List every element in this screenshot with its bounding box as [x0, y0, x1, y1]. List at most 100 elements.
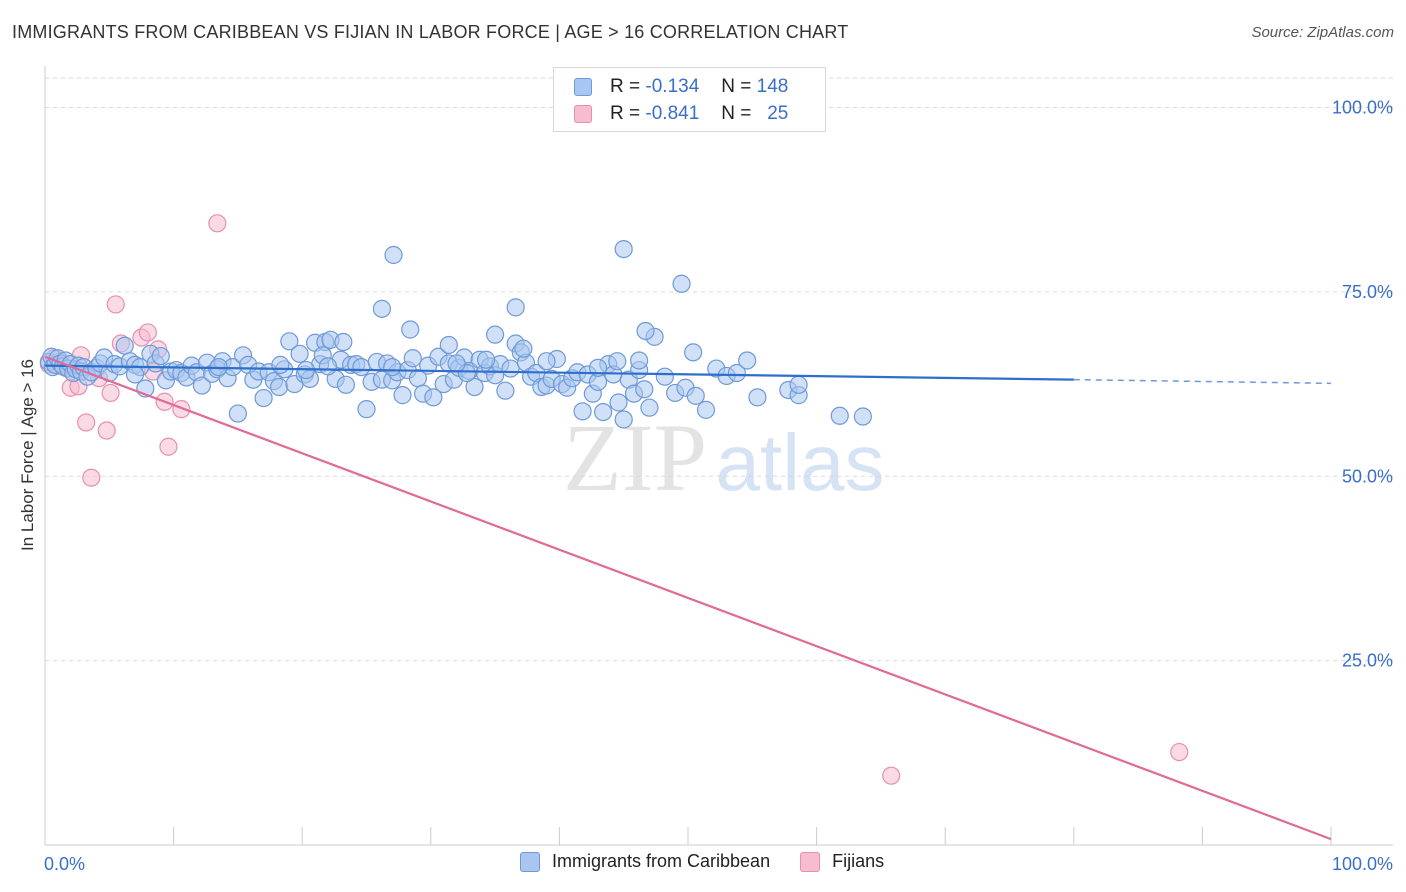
series-legend: Immigrants from Caribbean Fijians — [520, 851, 914, 872]
caribbean-point — [486, 325, 505, 344]
caribbean-trend-line — [44, 364, 1074, 381]
y-tick-label: 50.0% — [1342, 466, 1393, 486]
caribbean-point — [672, 274, 691, 293]
caribbean-point — [738, 351, 757, 370]
fijian-point — [82, 468, 101, 487]
caribbean-point — [748, 388, 767, 407]
caribbean-point — [336, 375, 356, 394]
y-tick-label: 100.0% — [1332, 98, 1393, 118]
fijian-point — [159, 437, 178, 456]
caribbean-point — [384, 245, 403, 265]
legend-swatch-fijian — [574, 105, 592, 123]
x-tick-label: 0.0% — [44, 854, 85, 874]
caribbean-point — [383, 358, 402, 377]
legend-r-label: R = — [610, 76, 641, 97]
legend-n-value: 25 — [767, 103, 789, 124]
series-swatch-fijian — [800, 851, 821, 872]
caribbean-point — [125, 365, 145, 384]
legend-row-fijian: R = -0.841 N = 25 — [574, 103, 788, 125]
caribbean-point — [608, 352, 627, 371]
legend-row-caribbean: R = -0.134 N = 148 — [574, 76, 788, 98]
series-label-caribbean: Immigrants from Caribbean — [552, 851, 771, 871]
caribbean-point — [684, 343, 703, 362]
fijian-point — [77, 413, 96, 432]
caribbean-point — [192, 376, 211, 395]
fijian-point — [208, 214, 227, 233]
fijian-point — [138, 323, 157, 342]
caribbean-point — [686, 386, 705, 405]
caribbean-point — [609, 393, 628, 412]
axis-layer — [44, 66, 1393, 846]
watermark-zip: ZIP — [563, 404, 707, 511]
legend-n-label: N = — [721, 103, 752, 124]
caribbean-point — [269, 377, 289, 397]
caribbean-point — [403, 349, 422, 368]
caribbean-point — [727, 363, 746, 383]
caribbean-point — [537, 352, 556, 371]
caribbean-point — [506, 298, 525, 317]
legend-swatch-caribbean — [574, 78, 592, 96]
caribbean-point — [630, 351, 649, 370]
series-swatch-caribbean — [520, 851, 540, 872]
fijian-point — [172, 400, 191, 419]
caribbean-point — [655, 367, 674, 386]
chart-title: IMMIGRANTS FROM CARIBBEAN VS FIJIAN IN L… — [12, 22, 849, 42]
fijian-point — [106, 295, 125, 314]
source-label: Source: ZipAtlas.com — [1251, 24, 1394, 41]
x-tick-label: 100.0% — [1332, 854, 1393, 874]
caribbean-point — [439, 335, 458, 355]
watermark: ZIP atlas — [563, 404, 884, 511]
legend-r-value: -0.134 — [645, 76, 700, 97]
caribbean-trend-extension — [1073, 378, 1332, 385]
caribbean-point — [476, 350, 496, 369]
series-legend-caribbean[interactable]: Immigrants from Caribbean — [520, 851, 770, 872]
series-label-fijian: Fijians — [832, 851, 885, 871]
caribbean-point — [151, 346, 170, 366]
correlation-legend: R = -0.134 N = 148 R = -0.841 N = 25 — [553, 67, 826, 132]
caribbean-point — [696, 400, 716, 419]
caribbean-point — [352, 358, 371, 377]
caribbean-point — [830, 406, 849, 425]
caribbean-point — [254, 388, 273, 408]
caribbean-point — [465, 377, 484, 397]
fijian-point — [882, 766, 901, 785]
y-axis-label: In Labor Force | Age > 16 — [18, 358, 37, 552]
fijian-trend-line — [44, 355, 1332, 841]
series-legend-fijian[interactable]: Fijians — [800, 851, 884, 872]
y-tick-label: 75.0% — [1342, 282, 1393, 302]
legend-n-value: 148 — [756, 76, 789, 97]
caribbean-point — [614, 240, 633, 259]
fijian-point — [101, 383, 120, 403]
caribbean-point — [271, 355, 290, 374]
caribbean-point — [853, 407, 872, 426]
fijian-point — [97, 421, 116, 440]
y-tick-label: 25.0% — [1342, 651, 1393, 671]
caribbean-point — [393, 386, 412, 405]
caribbean-point — [501, 359, 520, 378]
caribbean-point — [318, 357, 338, 376]
watermark-atlas: atlas — [716, 418, 885, 507]
caribbean-point — [401, 320, 420, 339]
caribbean-point — [640, 398, 659, 417]
caribbean-point — [372, 299, 392, 318]
caribbean-point — [290, 344, 309, 363]
caribbean-point — [228, 404, 247, 423]
tick-labels: 25.0% 50.0% 75.0% 100.0% 0.0% 100.0% — [44, 98, 1393, 875]
caribbean-point — [789, 375, 808, 394]
caribbean-point — [573, 402, 592, 421]
caribbean-point — [635, 380, 654, 399]
caribbean-point — [447, 354, 466, 373]
caribbean-point — [424, 388, 443, 407]
legend-r-value: -0.841 — [645, 103, 700, 124]
caribbean-point — [357, 400, 376, 419]
caribbean-point — [614, 410, 633, 429]
legend-r-label: R = — [610, 103, 641, 124]
caribbean-point — [115, 336, 134, 355]
caribbean-point — [496, 381, 515, 400]
caribbean-point — [280, 332, 299, 351]
legend-n-label: N = — [721, 76, 752, 97]
caribbean-point — [334, 332, 353, 352]
caribbean-point — [636, 321, 655, 341]
caribbean-point — [594, 402, 613, 422]
